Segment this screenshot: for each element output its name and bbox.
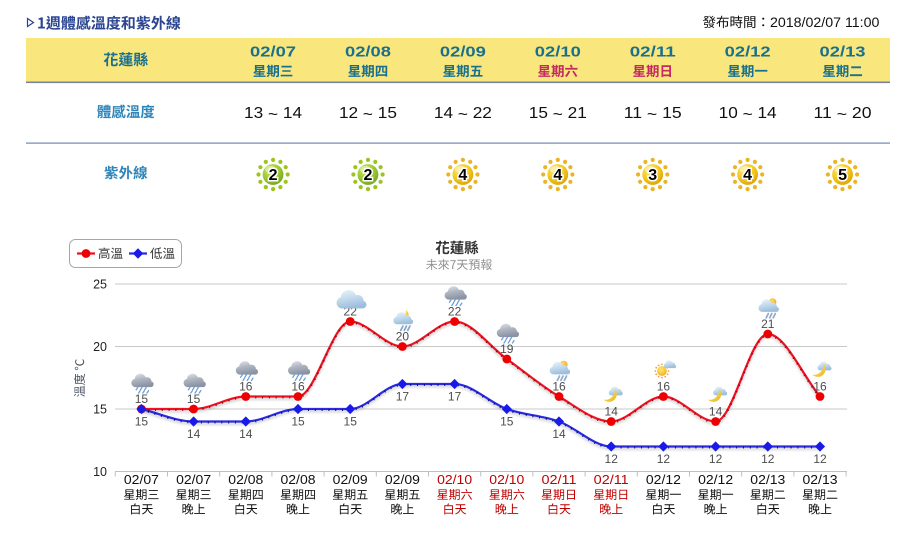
- svg-text:02/12: 02/12: [698, 473, 733, 487]
- svg-text:15: 15: [135, 415, 149, 429]
- svg-text:02/11: 02/11: [542, 473, 577, 487]
- svg-text:11 ~ 20: 11 ~ 20: [814, 105, 872, 124]
- svg-text:14: 14: [239, 427, 253, 441]
- svg-text:15: 15: [135, 392, 149, 406]
- svg-text:14: 14: [709, 405, 723, 419]
- svg-text:02/09: 02/09: [440, 44, 486, 61]
- svg-text:15 ~ 21: 15 ~ 21: [529, 105, 587, 124]
- svg-text:15: 15: [187, 392, 201, 406]
- svg-text:02/11: 02/11: [594, 473, 629, 487]
- svg-text:12: 12: [709, 452, 723, 466]
- svg-text:15: 15: [344, 415, 358, 429]
- svg-text:02/12: 02/12: [725, 44, 771, 61]
- svg-text:02/10: 02/10: [489, 473, 524, 487]
- svg-text:15: 15: [500, 415, 514, 429]
- svg-text:16: 16: [239, 380, 253, 394]
- svg-text:02/08: 02/08: [345, 44, 391, 61]
- svg-text:22: 22: [448, 305, 462, 319]
- svg-text:11 ~ 15: 11 ~ 15: [624, 105, 682, 124]
- svg-text:12: 12: [657, 452, 671, 466]
- svg-text:4: 4: [553, 167, 562, 184]
- svg-text:02/09: 02/09: [385, 473, 420, 487]
- svg-text:10: 10: [93, 465, 107, 479]
- svg-text:5: 5: [838, 167, 847, 184]
- svg-text:2: 2: [364, 167, 373, 184]
- svg-text:15: 15: [291, 415, 305, 429]
- svg-text:4: 4: [743, 167, 752, 184]
- svg-text:13 ~ 14: 13 ~ 14: [244, 105, 302, 124]
- svg-text:4: 4: [458, 167, 467, 184]
- svg-text:02/10: 02/10: [437, 473, 472, 487]
- svg-text:16: 16: [552, 380, 566, 394]
- svg-text:02/13: 02/13: [750, 473, 785, 487]
- svg-text:02/08: 02/08: [281, 473, 316, 487]
- svg-text:20: 20: [396, 330, 410, 344]
- svg-text:16: 16: [291, 380, 305, 394]
- svg-text:21: 21: [761, 317, 775, 331]
- svg-text:02/07: 02/07: [124, 473, 159, 487]
- svg-text:02/11: 02/11: [630, 44, 676, 61]
- svg-text:14: 14: [552, 427, 566, 441]
- svg-text:25: 25: [93, 278, 107, 292]
- svg-text:02/13: 02/13: [803, 473, 838, 487]
- svg-text:02/07: 02/07: [250, 44, 296, 61]
- svg-text:12: 12: [813, 452, 827, 466]
- svg-text:2: 2: [269, 167, 278, 184]
- svg-text:02/08: 02/08: [228, 473, 263, 487]
- svg-text:14: 14: [605, 405, 619, 419]
- svg-text:12: 12: [605, 452, 619, 466]
- svg-text:16: 16: [657, 380, 671, 394]
- svg-text:15: 15: [93, 403, 107, 417]
- svg-text:17: 17: [448, 390, 462, 404]
- svg-text:02/12: 02/12: [646, 473, 681, 487]
- svg-text:02/09: 02/09: [333, 473, 368, 487]
- svg-text:3: 3: [648, 167, 657, 184]
- svg-text:14: 14: [187, 427, 201, 441]
- svg-text:17: 17: [396, 390, 410, 404]
- svg-text:16: 16: [813, 380, 827, 394]
- svg-text:2018/02/07 11:00: 2018/02/07 11:00: [770, 15, 880, 31]
- svg-text:12 ~ 15: 12 ~ 15: [339, 105, 397, 124]
- svg-text:14 ~ 22: 14 ~ 22: [434, 105, 492, 124]
- svg-text:02/10: 02/10: [535, 44, 581, 61]
- svg-text:02/13: 02/13: [820, 44, 866, 61]
- svg-text:19: 19: [500, 342, 514, 356]
- svg-text:20: 20: [93, 340, 107, 354]
- svg-text:02/07: 02/07: [176, 473, 211, 487]
- svg-text:12: 12: [761, 452, 775, 466]
- svg-text:10 ~ 14: 10 ~ 14: [719, 105, 777, 124]
